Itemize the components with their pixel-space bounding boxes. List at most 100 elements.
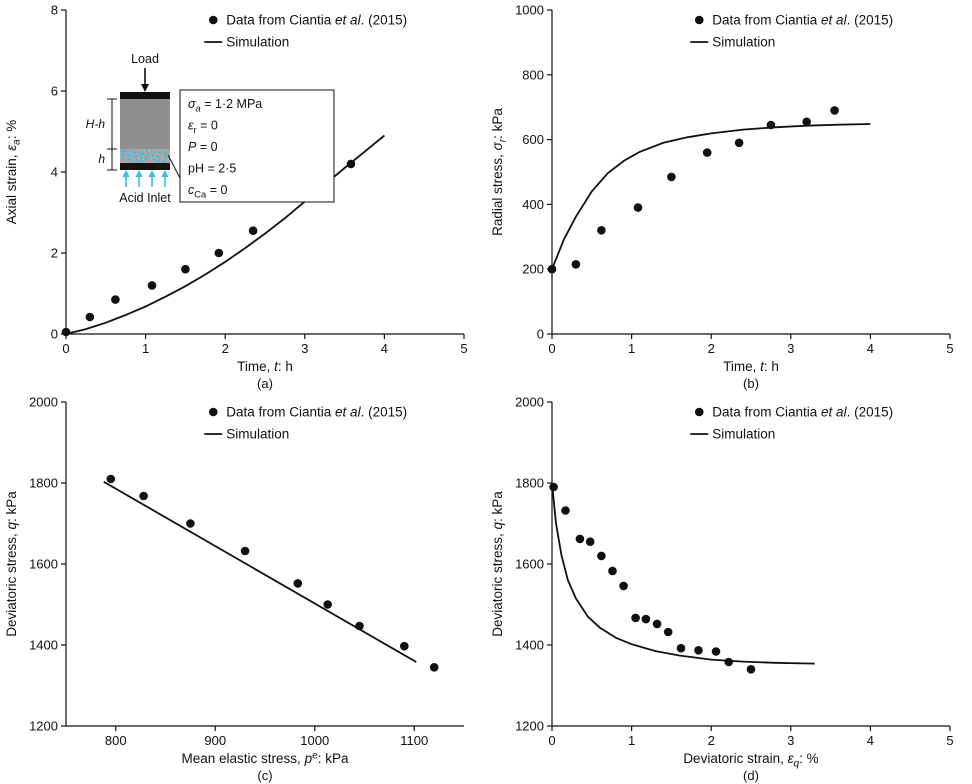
legend: Data from Ciantia et al. (2015) Simulatio…	[690, 405, 893, 442]
load-label: Load	[131, 52, 159, 66]
acid-speckle	[141, 152, 145, 155]
data-point	[111, 295, 120, 304]
y-tick-label: 1800	[29, 476, 58, 491]
acid-speckle	[162, 160, 166, 163]
data-point	[676, 643, 686, 653]
data-point	[186, 519, 195, 528]
data-point	[641, 614, 651, 624]
parameter-line-3: pH = 2·5	[188, 162, 236, 176]
data-point	[561, 506, 570, 515]
panel-caption: (d)	[743, 768, 759, 783]
x-tick-label: 1000	[300, 733, 329, 748]
acid-speckle	[144, 157, 148, 160]
x-axis-label: Time, t: h	[723, 359, 779, 374]
data-points	[549, 482, 756, 674]
legend: Data from Ciantia et al. (2015) Simulatio…	[204, 13, 407, 50]
data-point	[575, 534, 585, 544]
panel-d-deviatoric-stress-vs-deviatoric-strain: 0 1 2 3 4 5 1200 1400 1600 1800 2000 Deviatoric str…	[486, 392, 972, 784]
data-point	[652, 619, 662, 629]
y-tick-label: 2	[51, 246, 58, 261]
x-tick-label: 5	[460, 341, 467, 356]
x-tick-label: 0	[548, 341, 555, 356]
data-point	[549, 482, 558, 492]
y-tick-label: 1400	[515, 638, 544, 653]
legend-simulation-label: Simulation	[712, 427, 775, 442]
data-point	[139, 491, 148, 501]
y-axis-label: Deviatoric stress, q: kPa	[490, 491, 505, 637]
ticks: 800 900 1000 1100 1200 1400 1600 1800 2000	[29, 395, 428, 749]
x-tick-label: 2	[222, 341, 229, 356]
x-tick-label: 4	[381, 341, 388, 356]
chart-b-canvas: 0 1 2 3 4 5 0 200 400 600 800 1000 Time, t: h Radial …	[490, 3, 954, 392]
acid-inlet-label: Acid Inlet	[119, 191, 171, 205]
y-tick-label: 2000	[29, 395, 58, 410]
acid-speckle	[120, 149, 124, 152]
x-tick-label: 0	[62, 341, 69, 356]
data-point	[585, 537, 595, 546]
acid-speckle	[164, 156, 168, 159]
specimen-inset-diagram: Load H-h h Acid Inlet σa = 1·2 MPa εr = 0 P = …	[86, 52, 335, 205]
x-tick-label: 5	[946, 341, 953, 356]
legend: Data from Ciantia et al. (2015) Simulatio…	[204, 405, 407, 442]
legend-data-label: Data from Ciantia et al. (2015)	[226, 13, 407, 28]
chart-c-canvas: 800 900 1000 1100 1200 1400 1600 1800 2000 Mean e…	[4, 395, 464, 783]
acid-speckle	[157, 159, 161, 162]
data-point	[667, 172, 676, 182]
data-point	[633, 203, 643, 212]
acid-speckle	[140, 160, 144, 163]
panel-a-axial-strain-vs-time: 0 1 2 3 4 5 0 2 4 6 8 Time, t: h Axial strain, εa: %…	[0, 0, 486, 392]
parameter-box	[179, 89, 335, 203]
acid-speckle	[133, 151, 137, 154]
panel-caption: (a)	[257, 376, 273, 391]
parameter-line-2: P = 0	[188, 140, 218, 154]
legend-simulation-label: Simulation	[226, 427, 289, 442]
legend-data-marker	[694, 407, 704, 417]
acid-speckle	[122, 157, 126, 160]
data-point	[571, 260, 581, 269]
data-point	[85, 312, 95, 322]
y-tick-label: 1400	[29, 638, 58, 653]
panel-c-deviatoric-stress-vs-mean-elastic-stress: 800 900 1000 1100 1200 1400 1600 1800 2000 Mean e…	[0, 392, 486, 784]
inset-group: Load H-h h Acid Inlet σa = 1·2 MPa εr = 0 P = …	[86, 52, 335, 205]
y-tick-label: 400	[522, 197, 544, 212]
dim-label-h: h	[98, 152, 105, 166]
legend-data-label: Data from Ciantia et al. (2015)	[226, 405, 407, 420]
x-tick-label: 800	[105, 733, 127, 748]
acid-speckle	[135, 159, 139, 162]
acid-speckle	[152, 158, 156, 161]
x-tick-label: 1	[628, 341, 635, 356]
y-tick-label: 1800	[515, 476, 544, 491]
acid-arrowhead	[161, 170, 169, 177]
x-tick-label: 4	[867, 341, 874, 356]
data-point	[694, 646, 703, 655]
data-point	[619, 581, 628, 591]
y-tick-label: 1200	[515, 719, 544, 734]
x-tick-label: 2	[708, 733, 715, 748]
parameter-line-0: σa = 1·2 MPa	[188, 97, 262, 114]
ticks: 0 1 2 3 4 5 0 200 400 600 800 1000	[515, 3, 954, 357]
data-point	[400, 641, 409, 651]
x-tick-label: 3	[787, 733, 794, 748]
data-point	[711, 647, 721, 656]
load-arrowhead	[141, 84, 149, 92]
specimen-body	[120, 99, 170, 149]
data-point	[734, 138, 744, 148]
x-tick-label: 3	[301, 341, 308, 356]
ticks: 0 1 2 3 4 5 0 2 4 6 8	[51, 3, 468, 357]
acid-arrowhead	[122, 170, 130, 177]
dim-label-H-minus-h: H-h	[86, 117, 106, 131]
data-point	[802, 117, 811, 127]
y-tick-label: 1600	[515, 557, 544, 572]
acid-speckle	[151, 154, 155, 157]
y-tick-label: 4	[51, 165, 58, 180]
callout-line	[167, 154, 181, 179]
x-axis-label: Deviatoric strain, εq: %	[683, 751, 818, 770]
data-points	[106, 474, 439, 672]
y-axis-label: Axial strain, εa: %	[4, 120, 23, 225]
data-point	[106, 474, 116, 484]
axes	[551, 402, 950, 727]
y-tick-label: 6	[51, 84, 58, 99]
specimen-dissolution-band	[120, 149, 170, 163]
y-tick-label: 8	[51, 3, 58, 18]
